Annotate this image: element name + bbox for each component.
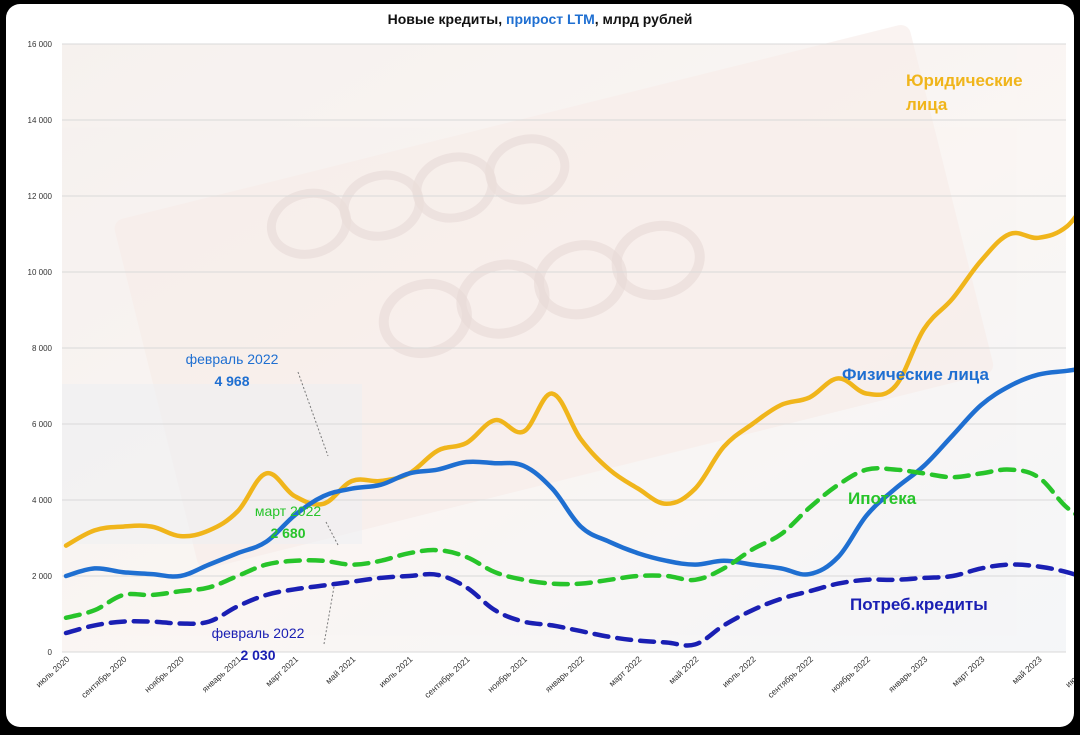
y-axis: 0 2 000 4 000 6 000 8 000 10 000 12 000 14 000 1… bbox=[28, 40, 53, 657]
series-line-individuals bbox=[63, 367, 1074, 579]
y-tick-label: 16 000 bbox=[28, 40, 53, 49]
annotations: февраль 2022 4 968 март 2022 2 680 февраль 2… bbox=[186, 351, 322, 663]
x-axis: июль 2020 сентябрь 2020 ноябрь 2020 январь … bbox=[34, 654, 1074, 700]
series-line-legal-entities bbox=[63, 215, 1074, 548]
annotation-leaders bbox=[297, 371, 339, 645]
y-tick-label: 8 000 bbox=[32, 344, 53, 353]
series-label-line: лица bbox=[906, 95, 948, 114]
x-tick-label: май 2023 bbox=[1010, 654, 1044, 686]
y-tick-label: 10 000 bbox=[28, 268, 53, 277]
grid bbox=[62, 43, 1066, 653]
annotation-label: март 2022 bbox=[255, 503, 322, 519]
series-label-mortgage: Ипотека bbox=[848, 489, 917, 508]
y-tick-label: 4 000 bbox=[32, 496, 53, 505]
series-label-line: Потреб.кредиты bbox=[850, 595, 988, 614]
annotation-value: 2 030 bbox=[240, 647, 275, 663]
series-label-line: Юридические bbox=[906, 71, 1023, 90]
x-tick-label: май 2021 bbox=[323, 654, 357, 686]
annotation-value: 2 680 bbox=[270, 525, 305, 541]
x-tick-label: январь 2021 bbox=[200, 654, 243, 694]
x-tick-label: ноябрь 2021 bbox=[486, 654, 530, 695]
x-tick-label: ноябрь 2020 bbox=[142, 654, 186, 695]
x-tick-label: июль 2022 bbox=[720, 654, 758, 689]
chart-svg: Новые кредиты, прирост LTM, млрд рублей … bbox=[28, 11, 1074, 700]
x-tick-label: июль 2021 bbox=[377, 654, 415, 689]
annotation-value: 4 968 bbox=[214, 373, 249, 389]
x-tick-label: сентябрь 2022 bbox=[766, 654, 816, 700]
chart-frame: Новые кредиты, прирост LTM, млрд рублей … bbox=[6, 4, 1074, 727]
series-line-mortgage bbox=[63, 465, 1074, 621]
x-tick-label: март 2022 bbox=[607, 654, 644, 689]
x-tick-label: март 2023 bbox=[950, 654, 987, 689]
y-tick-label: 6 000 bbox=[32, 420, 53, 429]
series-label-individuals: Физические лица bbox=[842, 365, 989, 384]
x-tick-label: ноябрь 2022 bbox=[829, 654, 873, 695]
annotation-label: февраль 2022 bbox=[186, 351, 279, 367]
x-tick-label: май 2022 bbox=[667, 654, 701, 686]
y-tick-label: 0 bbox=[48, 648, 53, 657]
x-tick-label: июль 2023 bbox=[1063, 654, 1074, 689]
title-part3: , млрд рублей bbox=[595, 11, 693, 27]
series-label-line: Физические лица bbox=[842, 365, 989, 384]
annotation-label: февраль 2022 bbox=[212, 625, 305, 641]
x-tick-label: сентябрь 2020 bbox=[79, 654, 129, 700]
y-tick-label: 14 000 bbox=[28, 116, 53, 125]
x-tick-label: январь 2023 bbox=[886, 654, 929, 694]
series-labels: Юридические лица Физические лица Ипотека Пот… bbox=[842, 71, 1023, 614]
series-label-line: Ипотека bbox=[848, 489, 917, 508]
title-part1: Новые кредиты, bbox=[388, 11, 506, 27]
series-label-consumer-loans: Потреб.кредиты bbox=[850, 595, 988, 614]
annotation-leader bbox=[297, 371, 329, 457]
title-part2: прирост LTM bbox=[506, 11, 595, 27]
x-tick-label: июль 2020 bbox=[34, 654, 72, 689]
y-tick-label: 12 000 bbox=[28, 192, 53, 201]
x-tick-label: сентябрь 2021 bbox=[422, 654, 472, 700]
x-tick-label: январь 2022 bbox=[543, 654, 586, 694]
series-group bbox=[63, 215, 1074, 648]
chart-title: Новые кредиты, прирост LTM, млрд рублей bbox=[388, 11, 693, 27]
annotation-leader bbox=[325, 521, 339, 546]
series-label-legal-entities: Юридические лица bbox=[906, 71, 1023, 114]
annotation-leader bbox=[323, 580, 336, 645]
series-line-consumer-loans bbox=[63, 562, 1074, 648]
background-banknotes bbox=[62, 24, 1066, 652]
y-tick-label: 2 000 bbox=[32, 572, 53, 581]
